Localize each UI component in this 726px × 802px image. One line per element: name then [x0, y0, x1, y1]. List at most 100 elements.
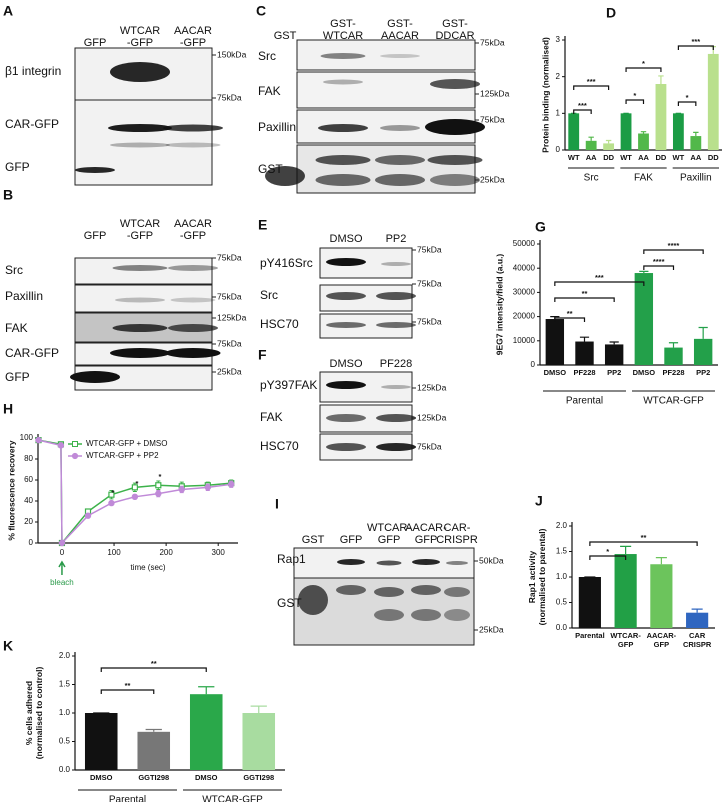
- lane-label: GFP: [84, 37, 107, 49]
- bar: [189, 694, 223, 770]
- band: [320, 53, 366, 59]
- panel-letter: C: [256, 3, 266, 19]
- bar: [84, 713, 118, 770]
- x-tick-label: PP2: [607, 368, 621, 377]
- band: [110, 348, 170, 358]
- significance-label: *: [159, 472, 162, 481]
- row-label: CAR-GFP: [5, 117, 59, 131]
- x-tick-label: 100: [107, 548, 121, 557]
- y-axis-label: Rap1 activity(normalised to parental): [527, 528, 547, 625]
- bar: [638, 133, 649, 150]
- band: [446, 561, 468, 565]
- row-label: Rap1: [277, 552, 306, 566]
- significance-bracket: [573, 109, 592, 114]
- bar: [690, 136, 702, 150]
- text-line: % cells adhered: [24, 681, 34, 745]
- marker-label: 125kDa: [480, 88, 510, 98]
- significance-label: *: [136, 479, 139, 488]
- row-label: Paxillin: [5, 289, 43, 303]
- band: [326, 414, 366, 422]
- bar: [650, 564, 673, 628]
- panel-letter: K: [3, 638, 13, 654]
- x-tick-label: DD: [656, 153, 667, 162]
- lane-label: CAR-CRISPR: [436, 522, 478, 546]
- x-tick-label: AA: [638, 153, 649, 162]
- bar: [614, 554, 637, 628]
- band: [337, 559, 365, 565]
- marker-label: 75kDa: [417, 244, 442, 254]
- significance-label: ***: [578, 101, 587, 110]
- band: [380, 125, 420, 131]
- error-bar: [145, 728, 162, 732]
- lane-label: GST: [274, 30, 297, 42]
- error-bar: [250, 705, 267, 713]
- significance-bracket: [100, 689, 155, 694]
- error-bar: [620, 545, 632, 555]
- text-line: WTCAR-: [610, 631, 641, 640]
- x-tick-label: 300: [212, 548, 226, 557]
- error-bar: [640, 131, 647, 134]
- bar: [620, 113, 632, 150]
- text-line: GFP: [654, 640, 669, 649]
- lane-label: GST-DDCAR: [435, 18, 474, 42]
- legend-label: WTCAR-GFP + PP2: [86, 451, 159, 460]
- row-label: Src: [260, 288, 278, 302]
- band: [165, 348, 221, 358]
- text-line: CRISPR: [683, 640, 712, 649]
- significance-label: *: [686, 93, 689, 102]
- text-line: GFP: [415, 534, 438, 546]
- lane-label: WTCAR-GFP: [120, 25, 160, 49]
- x-tick-label: AA: [586, 153, 597, 162]
- data-point: [58, 539, 66, 547]
- x-tick-label: GGTI298: [243, 773, 274, 782]
- band: [411, 585, 441, 595]
- data-point: [108, 499, 115, 507]
- row-label: Src: [258, 49, 276, 63]
- x-tick-label: WTCAR-GFP: [610, 631, 641, 649]
- lane-label: WTCAR-GFP: [367, 522, 411, 546]
- band: [315, 174, 371, 186]
- row-label: GST: [277, 596, 302, 610]
- text-line: AACAR-: [405, 522, 447, 534]
- panel-letter: G: [535, 219, 546, 235]
- x-tick-label: PP2: [696, 368, 710, 377]
- row-label: pY397FAK: [260, 378, 317, 392]
- data-point: [228, 481, 235, 488]
- panel-letter: D: [606, 5, 616, 21]
- bar: [686, 612, 709, 628]
- band: [376, 292, 416, 300]
- band: [444, 587, 470, 597]
- text-line: CAR-: [444, 522, 471, 534]
- text-line: GST-: [442, 18, 468, 30]
- marker-label: 75kDa: [217, 338, 242, 348]
- bar: [242, 713, 276, 770]
- band: [110, 142, 170, 148]
- significance-bracket: [625, 67, 662, 72]
- band: [163, 124, 223, 132]
- significance-label: **: [641, 533, 647, 542]
- text-line: -GFP: [127, 37, 153, 49]
- lane-label: GFP: [84, 230, 107, 242]
- bar: [693, 338, 713, 365]
- bleach-arrow: [58, 560, 66, 575]
- panel-letter: I: [275, 496, 279, 512]
- x-tick-label: PF228: [573, 368, 595, 377]
- band: [376, 322, 416, 328]
- significance-bracket: [573, 85, 610, 90]
- significance-bracket: [554, 281, 645, 286]
- marker-label: 75kDa: [417, 316, 442, 326]
- y-tick-label: 40000: [513, 263, 536, 272]
- bar: [585, 140, 597, 150]
- y-tick-label: 1.0: [556, 572, 568, 581]
- error-bar: [691, 608, 703, 613]
- y-tick-label: 0.0: [556, 623, 568, 632]
- bar: [664, 347, 683, 365]
- row-label: FAK: [5, 321, 28, 335]
- x-tick-label: DMSO: [90, 773, 113, 782]
- error-bar: [658, 75, 664, 84]
- lane-label: GFP: [340, 534, 363, 546]
- data-point: [108, 491, 115, 498]
- band: [70, 371, 120, 383]
- significance-label: ***: [595, 273, 604, 282]
- band: [323, 79, 363, 85]
